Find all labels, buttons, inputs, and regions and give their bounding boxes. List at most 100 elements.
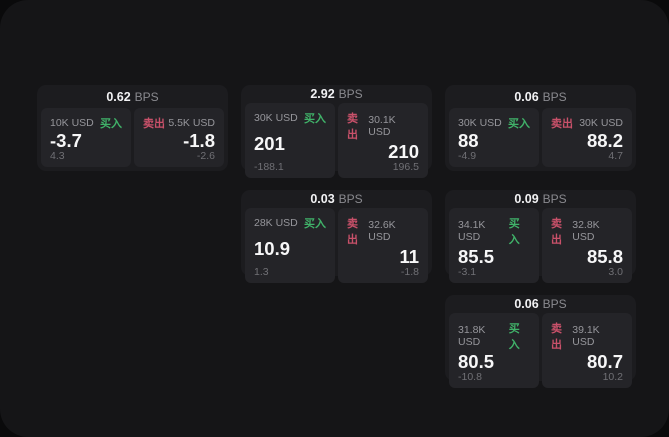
buy-badge: 买入 xyxy=(100,118,122,130)
sell-badge: 卖出 xyxy=(551,118,573,130)
sell-price: 210 xyxy=(388,141,419,162)
bps-label: BPS xyxy=(134,89,159,104)
buy-badge: 买入 xyxy=(508,323,520,351)
buy-panel-header: 30K USD 买入 xyxy=(458,115,530,131)
sell-panel-header: 卖出 39.1K USD xyxy=(551,320,623,352)
buy-badge: 买入 xyxy=(304,113,326,125)
quote-card: 0.62 BPS 10K USD 买入 -3.7 4.3 卖出 5.5K USD… xyxy=(37,85,228,171)
quote-panels: 10K USD 买入 -3.7 4.3 卖出 5.5K USD -1.8 -2.… xyxy=(37,106,228,171)
buy-amount: 30K USD xyxy=(458,117,502,129)
sell-price: 88.2 xyxy=(586,130,623,151)
card-header: 0.03 BPS xyxy=(241,190,432,206)
sell-sub-value: -1.8 xyxy=(400,265,419,278)
card-header: 2.92 BPS xyxy=(241,85,432,101)
sell-amount: 30.1K USD xyxy=(368,114,396,138)
quote-card: 0.03 BPS 28K USD 买入 10.9 1.3 卖出 32.6K US… xyxy=(241,190,432,283)
buy-price: 80.5 xyxy=(458,351,495,372)
buy-price: 88 xyxy=(458,130,479,151)
buy-sub-value: -3.1 xyxy=(458,265,477,278)
buy-panel-header: 30K USD 买入 xyxy=(254,110,326,126)
buy-panel-header: 28K USD 买入 xyxy=(254,215,326,231)
buy-quote-panel[interactable]: 10K USD 买入 -3.7 4.3 xyxy=(41,108,131,167)
buy-sub-value: -10.8 xyxy=(458,370,482,383)
buy-quote-panel[interactable]: 31.8K USD 买入 80.5 -10.8 xyxy=(449,313,539,388)
buy-panel-header: 10K USD 买入 xyxy=(50,115,122,131)
buy-panel-header: 31.8K USD 买入 xyxy=(458,320,530,352)
buy-amount: 31.8K USD xyxy=(458,324,486,348)
card-header: 0.62 BPS xyxy=(37,85,228,106)
buy-amount: 30K USD xyxy=(254,112,298,124)
bps-label: BPS xyxy=(542,192,567,206)
quote-panels: 30K USD 买入 201 -188.1 卖出 30.1K USD 210 1… xyxy=(241,101,432,182)
buy-badge: 买入 xyxy=(304,218,326,230)
sell-sub-value: -2.6 xyxy=(196,149,215,162)
sell-panel-header: 卖出 5.5K USD xyxy=(143,115,215,131)
card-header: 0.06 BPS xyxy=(445,295,636,311)
bps-value: 0.62 xyxy=(106,89,131,104)
bps-value: 0.06 xyxy=(514,89,539,104)
sell-quote-panel[interactable]: 卖出 32.6K USD 11 -1.8 xyxy=(338,208,428,283)
quote-panels: 28K USD 买入 10.9 1.3 卖出 32.6K USD 11 -1.8 xyxy=(241,206,432,287)
sell-price: 85.8 xyxy=(586,246,623,267)
buy-amount: 28K USD xyxy=(254,217,298,229)
sell-quote-panel[interactable]: 卖出 30K USD 88.2 4.7 xyxy=(542,108,632,167)
buy-sub-value: -4.9 xyxy=(458,149,477,162)
quote-card: 0.06 BPS 31.8K USD 买入 80.5 -10.8 卖出 39.1… xyxy=(445,295,636,388)
sell-price: 80.7 xyxy=(586,351,623,372)
bps-value: 2.92 xyxy=(310,87,335,101)
bps-label: BPS xyxy=(338,192,363,206)
sell-amount: 32.6K USD xyxy=(368,219,396,243)
sell-amount: 5.5K USD xyxy=(168,117,215,129)
buy-quote-panel[interactable]: 34.1K USD 买入 85.5 -3.1 xyxy=(449,208,539,283)
sell-badge: 卖出 xyxy=(143,118,165,130)
sell-amount: 39.1K USD xyxy=(572,324,600,348)
sell-badge: 卖出 xyxy=(347,113,358,141)
sell-sub-value: 4.7 xyxy=(608,149,623,162)
card-header: 0.06 BPS xyxy=(445,85,636,106)
sell-price: -1.8 xyxy=(183,130,215,151)
sell-badge: 卖出 xyxy=(347,218,358,246)
bps-label: BPS xyxy=(542,297,567,311)
sell-panel-header: 卖出 30.1K USD xyxy=(347,110,419,142)
buy-quote-panel[interactable]: 28K USD 买入 10.9 1.3 xyxy=(245,208,335,283)
quote-panels: 34.1K USD 买入 85.5 -3.1 卖出 32.8K USD 85.8… xyxy=(445,206,636,287)
sell-badge: 卖出 xyxy=(551,323,562,351)
sell-sub-value: 10.2 xyxy=(602,370,623,383)
bps-label: BPS xyxy=(542,89,567,104)
quote-panels: 30K USD 买入 88 -4.9 卖出 30K USD 88.2 4.7 xyxy=(445,106,636,171)
bps-value: 0.09 xyxy=(514,192,539,206)
quote-card: 0.06 BPS 30K USD 买入 88 -4.9 卖出 30K USD 8… xyxy=(445,85,636,171)
buy-quote-panel[interactable]: 30K USD 买入 201 -188.1 xyxy=(245,103,335,178)
sell-quote-panel[interactable]: 卖出 39.1K USD 80.7 10.2 xyxy=(542,313,632,388)
bps-label: BPS xyxy=(338,87,363,101)
buy-quote-panel[interactable]: 30K USD 买入 88 -4.9 xyxy=(449,108,539,167)
sell-panel-header: 卖出 32.6K USD xyxy=(347,215,419,247)
sell-badge: 卖出 xyxy=(551,218,562,246)
sell-quote-panel[interactable]: 卖出 30.1K USD 210 196.5 xyxy=(338,103,428,178)
sell-quote-panel[interactable]: 卖出 5.5K USD -1.8 -2.6 xyxy=(134,108,224,167)
sell-panel-header: 卖出 30K USD xyxy=(551,115,623,131)
quote-card: 2.92 BPS 30K USD 买入 201 -188.1 卖出 30.1K … xyxy=(241,85,432,178)
card-header: 0.09 BPS xyxy=(445,190,636,206)
sell-price: 11 xyxy=(399,246,419,267)
buy-panel-header: 34.1K USD 买入 xyxy=(458,215,530,247)
buy-sub-value: -188.1 xyxy=(254,160,284,173)
quote-panels: 31.8K USD 买入 80.5 -10.8 卖出 39.1K USD 80.… xyxy=(445,311,636,392)
sell-panel-header: 卖出 32.8K USD xyxy=(551,215,623,247)
buy-price: 201 xyxy=(254,133,285,154)
buy-sub-value: 4.3 xyxy=(50,149,65,162)
sell-amount: 30K USD xyxy=(579,117,623,129)
quote-card: 0.09 BPS 34.1K USD 买入 85.5 -3.1 卖出 32.8K… xyxy=(445,190,636,283)
sell-amount: 32.8K USD xyxy=(572,219,600,243)
buy-sub-value: 1.3 xyxy=(254,265,269,278)
buy-badge: 买入 xyxy=(508,218,520,246)
sell-quote-panel[interactable]: 卖出 32.8K USD 85.8 3.0 xyxy=(542,208,632,283)
bps-value: 0.03 xyxy=(310,192,335,206)
sell-sub-value: 3.0 xyxy=(608,265,623,278)
quote-cards-grid: 0.62 BPS 10K USD 买入 -3.7 4.3 卖出 5.5K USD… xyxy=(37,85,636,388)
buy-amount: 10K USD xyxy=(50,117,94,129)
buy-badge: 买入 xyxy=(508,118,530,130)
sell-sub-value: 196.5 xyxy=(392,160,419,173)
buy-price: 10.9 xyxy=(254,238,291,259)
